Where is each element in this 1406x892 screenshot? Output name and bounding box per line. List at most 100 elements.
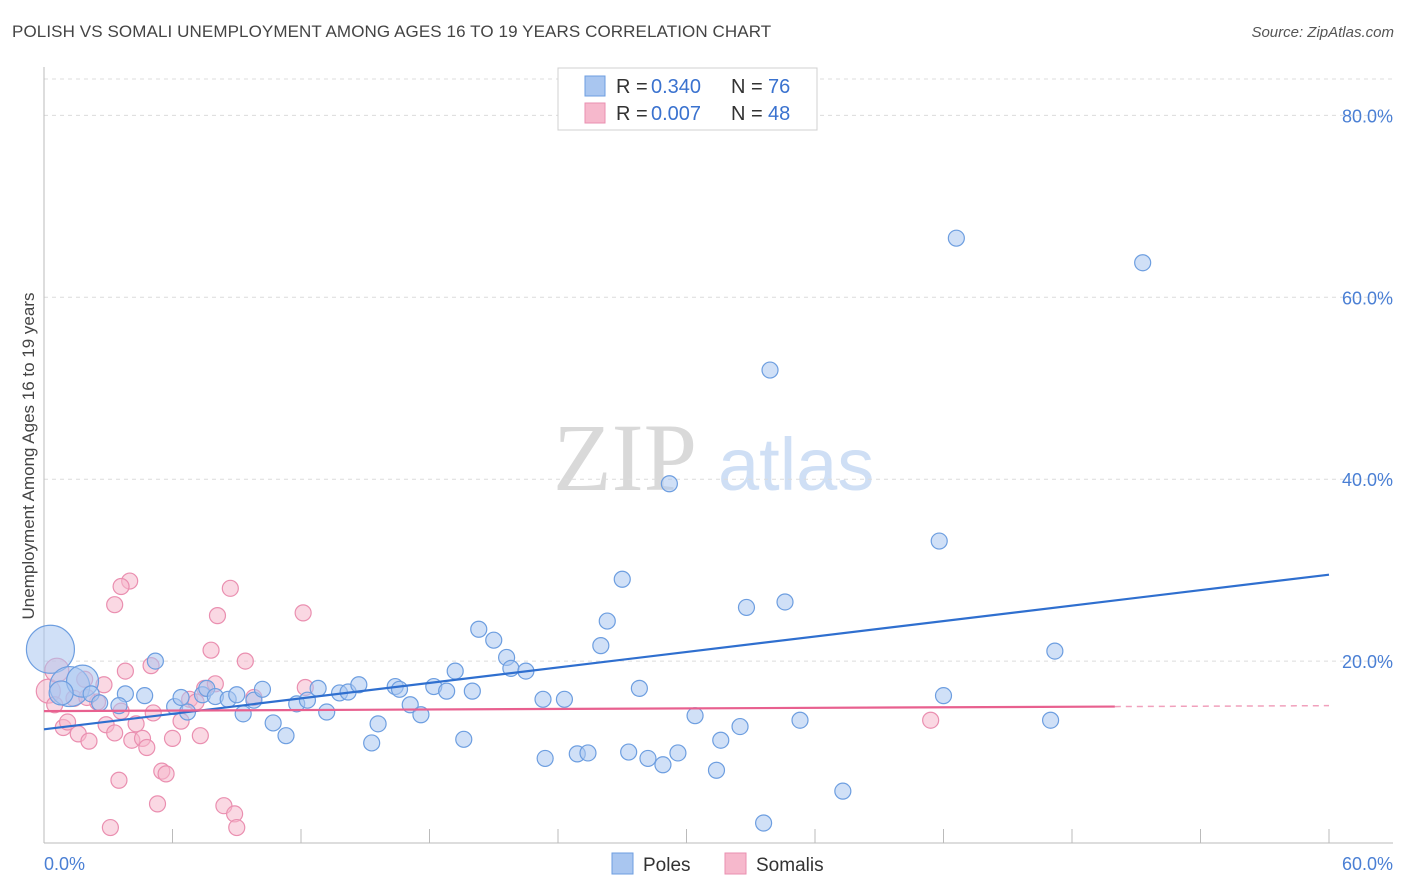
poles-point <box>613 570 631 588</box>
poles-point <box>264 714 282 732</box>
legend-poles-r-value: 0.340 <box>651 76 701 98</box>
poles-point <box>110 697 128 715</box>
watermark: ZIP atlas <box>553 404 874 511</box>
poles-point <box>309 679 327 697</box>
poles-point <box>686 707 704 725</box>
y-axis-label: Unemployment Among Ages 16 to 19 years <box>19 293 38 620</box>
somalis-point <box>80 732 98 750</box>
somalis-point <box>157 765 175 783</box>
poles-point <box>1041 711 1060 729</box>
somalis-point <box>202 641 220 659</box>
legend-somalis-n-label: N = <box>731 103 763 125</box>
poles-point <box>136 687 154 705</box>
legend-swatch-somalis <box>584 102 606 124</box>
poles-point <box>536 749 554 768</box>
poles-point <box>639 749 657 768</box>
somalis-point <box>138 738 156 757</box>
somalis-point <box>208 607 227 625</box>
poles-point <box>438 682 456 700</box>
y-tick-label: 20.0% <box>1342 652 1393 672</box>
poles-trend-line <box>43 573 1330 731</box>
bottom-legend-somalis: Somalis <box>756 855 824 876</box>
series-legend: Poles Somalis <box>611 852 824 876</box>
poles-point <box>228 686 246 704</box>
poles-point <box>463 682 481 700</box>
poles-point <box>350 676 368 694</box>
poles-point <box>534 690 552 708</box>
poles-point <box>446 662 464 680</box>
x-tick-label: 60.0% <box>1342 854 1393 874</box>
poles-point <box>761 361 779 379</box>
watermark-atlas: atlas <box>718 423 874 506</box>
legend-somalis-r-value: 0.007 <box>651 103 701 125</box>
somalis-point <box>163 729 182 748</box>
chart-title: POLISH VS SOMALI UNEMPLOYMENT AMONG AGES… <box>12 22 772 41</box>
somalis-trend-extension <box>1114 704 1330 708</box>
poles-point <box>318 703 336 721</box>
somalis-point <box>236 652 254 670</box>
somalis-point <box>112 577 130 596</box>
somalis-point <box>144 704 162 722</box>
poles-point <box>91 694 109 712</box>
poles-point <box>598 612 616 630</box>
poles-point <box>712 731 730 749</box>
legend-somalis-r-label: R = <box>616 103 648 125</box>
poles-point <box>754 814 773 832</box>
trend-lines <box>43 573 1330 731</box>
poles-point <box>737 598 756 617</box>
legend-poles-n-label: N = <box>731 76 763 98</box>
somalis-point <box>116 662 134 680</box>
poles-point <box>630 679 648 697</box>
poles-point <box>791 711 809 729</box>
watermark-zip: ZIP <box>553 404 697 511</box>
poles-point <box>731 717 749 736</box>
poles-point <box>455 730 473 748</box>
poles-point <box>253 680 272 698</box>
poles-point <box>172 688 190 707</box>
x-axis-ticks <box>43 829 1330 843</box>
poles-point <box>592 637 610 655</box>
x-axis-tick-labels: 0.0% 60.0% <box>44 854 1393 874</box>
poles-point <box>669 744 687 762</box>
poles-point <box>654 756 672 774</box>
gridlines <box>44 78 1393 662</box>
poles-point <box>363 734 381 752</box>
somalis-point <box>106 596 124 614</box>
x-tick-label: 0.0% <box>44 854 85 874</box>
y-tick-label: 80.0% <box>1342 106 1393 126</box>
poles-point <box>555 690 574 708</box>
poles-point <box>620 743 638 761</box>
poles-point <box>277 727 295 745</box>
poles-point <box>25 624 76 674</box>
poles-point <box>834 782 852 800</box>
bottom-legend-poles: Poles <box>643 855 691 876</box>
poles-point <box>48 680 74 706</box>
somalis-point <box>922 711 940 729</box>
correlation-legend: R = 0.340 N = 76 R = 0.007 N = 48 <box>557 67 818 131</box>
poles-point <box>776 593 794 611</box>
poles-point <box>1134 254 1152 272</box>
legend-poles-n-value: 76 <box>768 76 790 98</box>
y-axis-tick-labels: 20.0% 40.0% 60.0% 80.0% <box>1342 106 1393 672</box>
legend-poles-r-label: R = <box>616 76 648 98</box>
somalis-trend-line <box>43 705 1115 713</box>
somalis-point <box>191 727 209 745</box>
poles-series <box>25 229 1152 832</box>
somalis-point <box>294 604 312 622</box>
poles-point <box>390 680 409 698</box>
poles-point <box>660 475 678 493</box>
somalis-point <box>148 795 167 813</box>
poles-point <box>707 761 726 779</box>
poles-point <box>369 715 387 733</box>
poles-point <box>1046 642 1064 660</box>
poles-point <box>234 705 252 723</box>
axes <box>43 67 1393 844</box>
poles-point <box>412 706 430 724</box>
somalis-point <box>101 818 119 837</box>
poles-point <box>579 744 597 762</box>
y-tick-label: 40.0% <box>1342 470 1393 490</box>
poles-point <box>485 631 503 649</box>
poles-point <box>470 620 488 638</box>
poles-point <box>930 532 948 550</box>
